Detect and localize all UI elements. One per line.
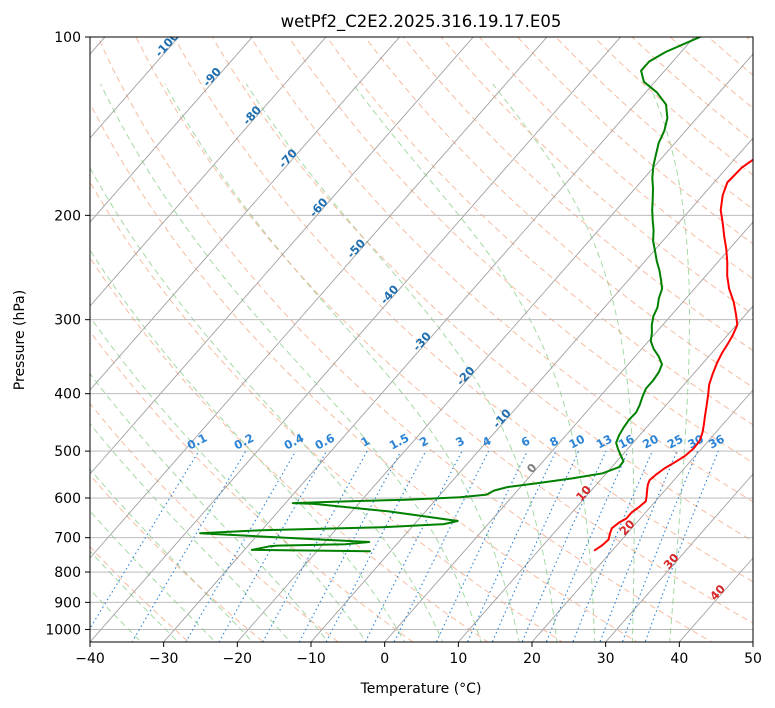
isotherm-line bbox=[90, 37, 180, 139]
y-tick-label: 500 bbox=[54, 444, 81, 460]
mixing-ratio-line bbox=[545, 450, 629, 642]
mixing-ratio-line bbox=[393, 450, 490, 642]
mixing-ratio-line bbox=[572, 450, 653, 642]
dry-adiabat-line bbox=[555, 37, 753, 210]
mixing-ratio-lines bbox=[90, 450, 719, 642]
y-tick-label: 700 bbox=[54, 531, 81, 547]
dry-adiabat-line bbox=[288, 37, 753, 464]
dry-adiabat-line bbox=[631, 37, 753, 143]
plot-frame bbox=[89, 36, 754, 643]
dry-adiabat-line bbox=[173, 37, 753, 583]
chart-title: wetPf2_C2E2.2025.316.19.17.E05 bbox=[281, 12, 562, 32]
y-axis-label: Pressure (hPa) bbox=[12, 290, 28, 390]
mixing-ratio-label: 16 bbox=[616, 432, 637, 452]
x-tick-label: −40 bbox=[75, 651, 105, 667]
annotations: 0.1 0.2 0.4 0.6 1 1.5 2 3 4 6 8 10 13 16 20 25 30 36-100-… bbox=[152, 37, 728, 603]
mixing-ratio-line bbox=[185, 450, 297, 642]
x-tick-label: 30 bbox=[597, 651, 615, 667]
dry-adiabat-line bbox=[326, 37, 753, 426]
isotherm-line bbox=[90, 37, 253, 223]
x-tick-label: 20 bbox=[523, 651, 541, 667]
y-tick-label: 1000 bbox=[45, 622, 81, 638]
x-tick-label: −30 bbox=[149, 651, 179, 667]
isotherm-line bbox=[90, 37, 327, 307]
y-tick-label: 900 bbox=[54, 595, 81, 611]
y-tick-label: 300 bbox=[54, 313, 81, 329]
mixing-ratio-line bbox=[435, 450, 528, 642]
dry-adiabat-line bbox=[90, 545, 190, 642]
isotherm-line bbox=[90, 37, 548, 559]
mixing-ratio-line bbox=[325, 450, 427, 642]
mixing-ratio-line bbox=[218, 450, 328, 642]
moist-adiabat-line bbox=[245, 83, 558, 642]
temperature-profile-line bbox=[593, 158, 753, 552]
isotherm-line bbox=[163, 37, 695, 642]
mixing-ratio-line bbox=[491, 450, 580, 642]
moist-adiabat-line bbox=[100, 83, 482, 642]
dry-adiabat-line bbox=[249, 37, 753, 503]
y-tick-label: 100 bbox=[54, 30, 81, 46]
dry-adiabat-line bbox=[90, 330, 414, 642]
moist-adiabat-line bbox=[90, 166, 444, 642]
dry-adiabat-line bbox=[402, 37, 753, 352]
profiles bbox=[199, 37, 753, 553]
mixing-ratio-label: 25 bbox=[665, 432, 686, 452]
mixing-ratio-line bbox=[644, 450, 719, 642]
dry-adiabat-line bbox=[135, 37, 753, 624]
y-axis: 1000 900 800 700 600 500 400 300 200 100 bbox=[45, 30, 90, 638]
mixing-ratio-line bbox=[90, 450, 200, 630]
x-tick-label: 0 bbox=[380, 651, 389, 667]
mixing-ratio-line bbox=[521, 450, 607, 642]
dry-adiabat-line bbox=[90, 181, 564, 642]
x-tick-label: 50 bbox=[744, 651, 762, 667]
isotherm-line bbox=[531, 389, 753, 642]
moist-adiabat-line bbox=[90, 372, 329, 642]
isotherm-line bbox=[236, 53, 753, 642]
y-tick-label: 200 bbox=[54, 208, 81, 224]
moist-adiabat-line bbox=[648, 83, 690, 642]
mixing-ratio-line bbox=[364, 450, 463, 642]
mixing-ratio-label: 20 bbox=[640, 432, 661, 452]
moist-adiabats bbox=[90, 83, 690, 642]
y-tick-label: 400 bbox=[54, 387, 81, 403]
plot-area: 0.1 0.2 0.4 0.6 1 1.5 2 3 4 6 8 10 13 16 20 25 30 36-100-… bbox=[90, 37, 753, 642]
dry-adiabat-line bbox=[90, 102, 638, 642]
mixing-ratio-line bbox=[131, 450, 247, 642]
y-tick-label: 600 bbox=[54, 491, 81, 507]
moist-adiabat-line bbox=[164, 83, 520, 642]
mixing-ratio-line bbox=[466, 450, 557, 642]
x-tick-label: 10 bbox=[449, 651, 467, 667]
moist-adiabat-line bbox=[90, 249, 406, 642]
dry-adiabat-line bbox=[90, 402, 340, 642]
x-tick-label: −20 bbox=[223, 651, 253, 667]
dewpoint-profile-line bbox=[199, 37, 702, 553]
moist-adiabat-line bbox=[90, 315, 367, 642]
x-axis: −40 −30 −20 −10 0 10 20 30 40 50 bbox=[75, 642, 762, 667]
moist-adiabat-line bbox=[352, 83, 596, 642]
isotherm-line bbox=[310, 137, 753, 642]
dry-adiabats bbox=[90, 37, 753, 642]
y-tick-label: 800 bbox=[54, 565, 81, 581]
mixing-ratio-line bbox=[599, 450, 678, 642]
dry-adiabat-line bbox=[364, 37, 753, 388]
isotherm-line bbox=[90, 37, 474, 475]
x-tick-label: −10 bbox=[296, 651, 326, 667]
isotherm-line bbox=[457, 305, 753, 642]
moist-adiabat-line bbox=[90, 422, 291, 642]
mixing-ratio-label: 36 bbox=[706, 432, 727, 452]
isotherm-line bbox=[90, 37, 401, 391]
x-tick-label: 40 bbox=[670, 651, 688, 667]
moist-adiabat-line bbox=[492, 83, 635, 642]
isotherm-line bbox=[90, 37, 622, 642]
mixing-ratio-label: 13 bbox=[594, 432, 615, 452]
isotherm-line bbox=[605, 473, 753, 642]
x-axis-label: Temperature (°C) bbox=[360, 681, 482, 697]
mixing-ratio-label: 10 bbox=[566, 432, 587, 452]
mixing-ratio-line bbox=[621, 450, 699, 642]
dry-adiabat-line bbox=[211, 37, 753, 542]
dry-adiabat-line bbox=[593, 37, 753, 176]
dry-adiabat-line bbox=[516, 37, 753, 245]
